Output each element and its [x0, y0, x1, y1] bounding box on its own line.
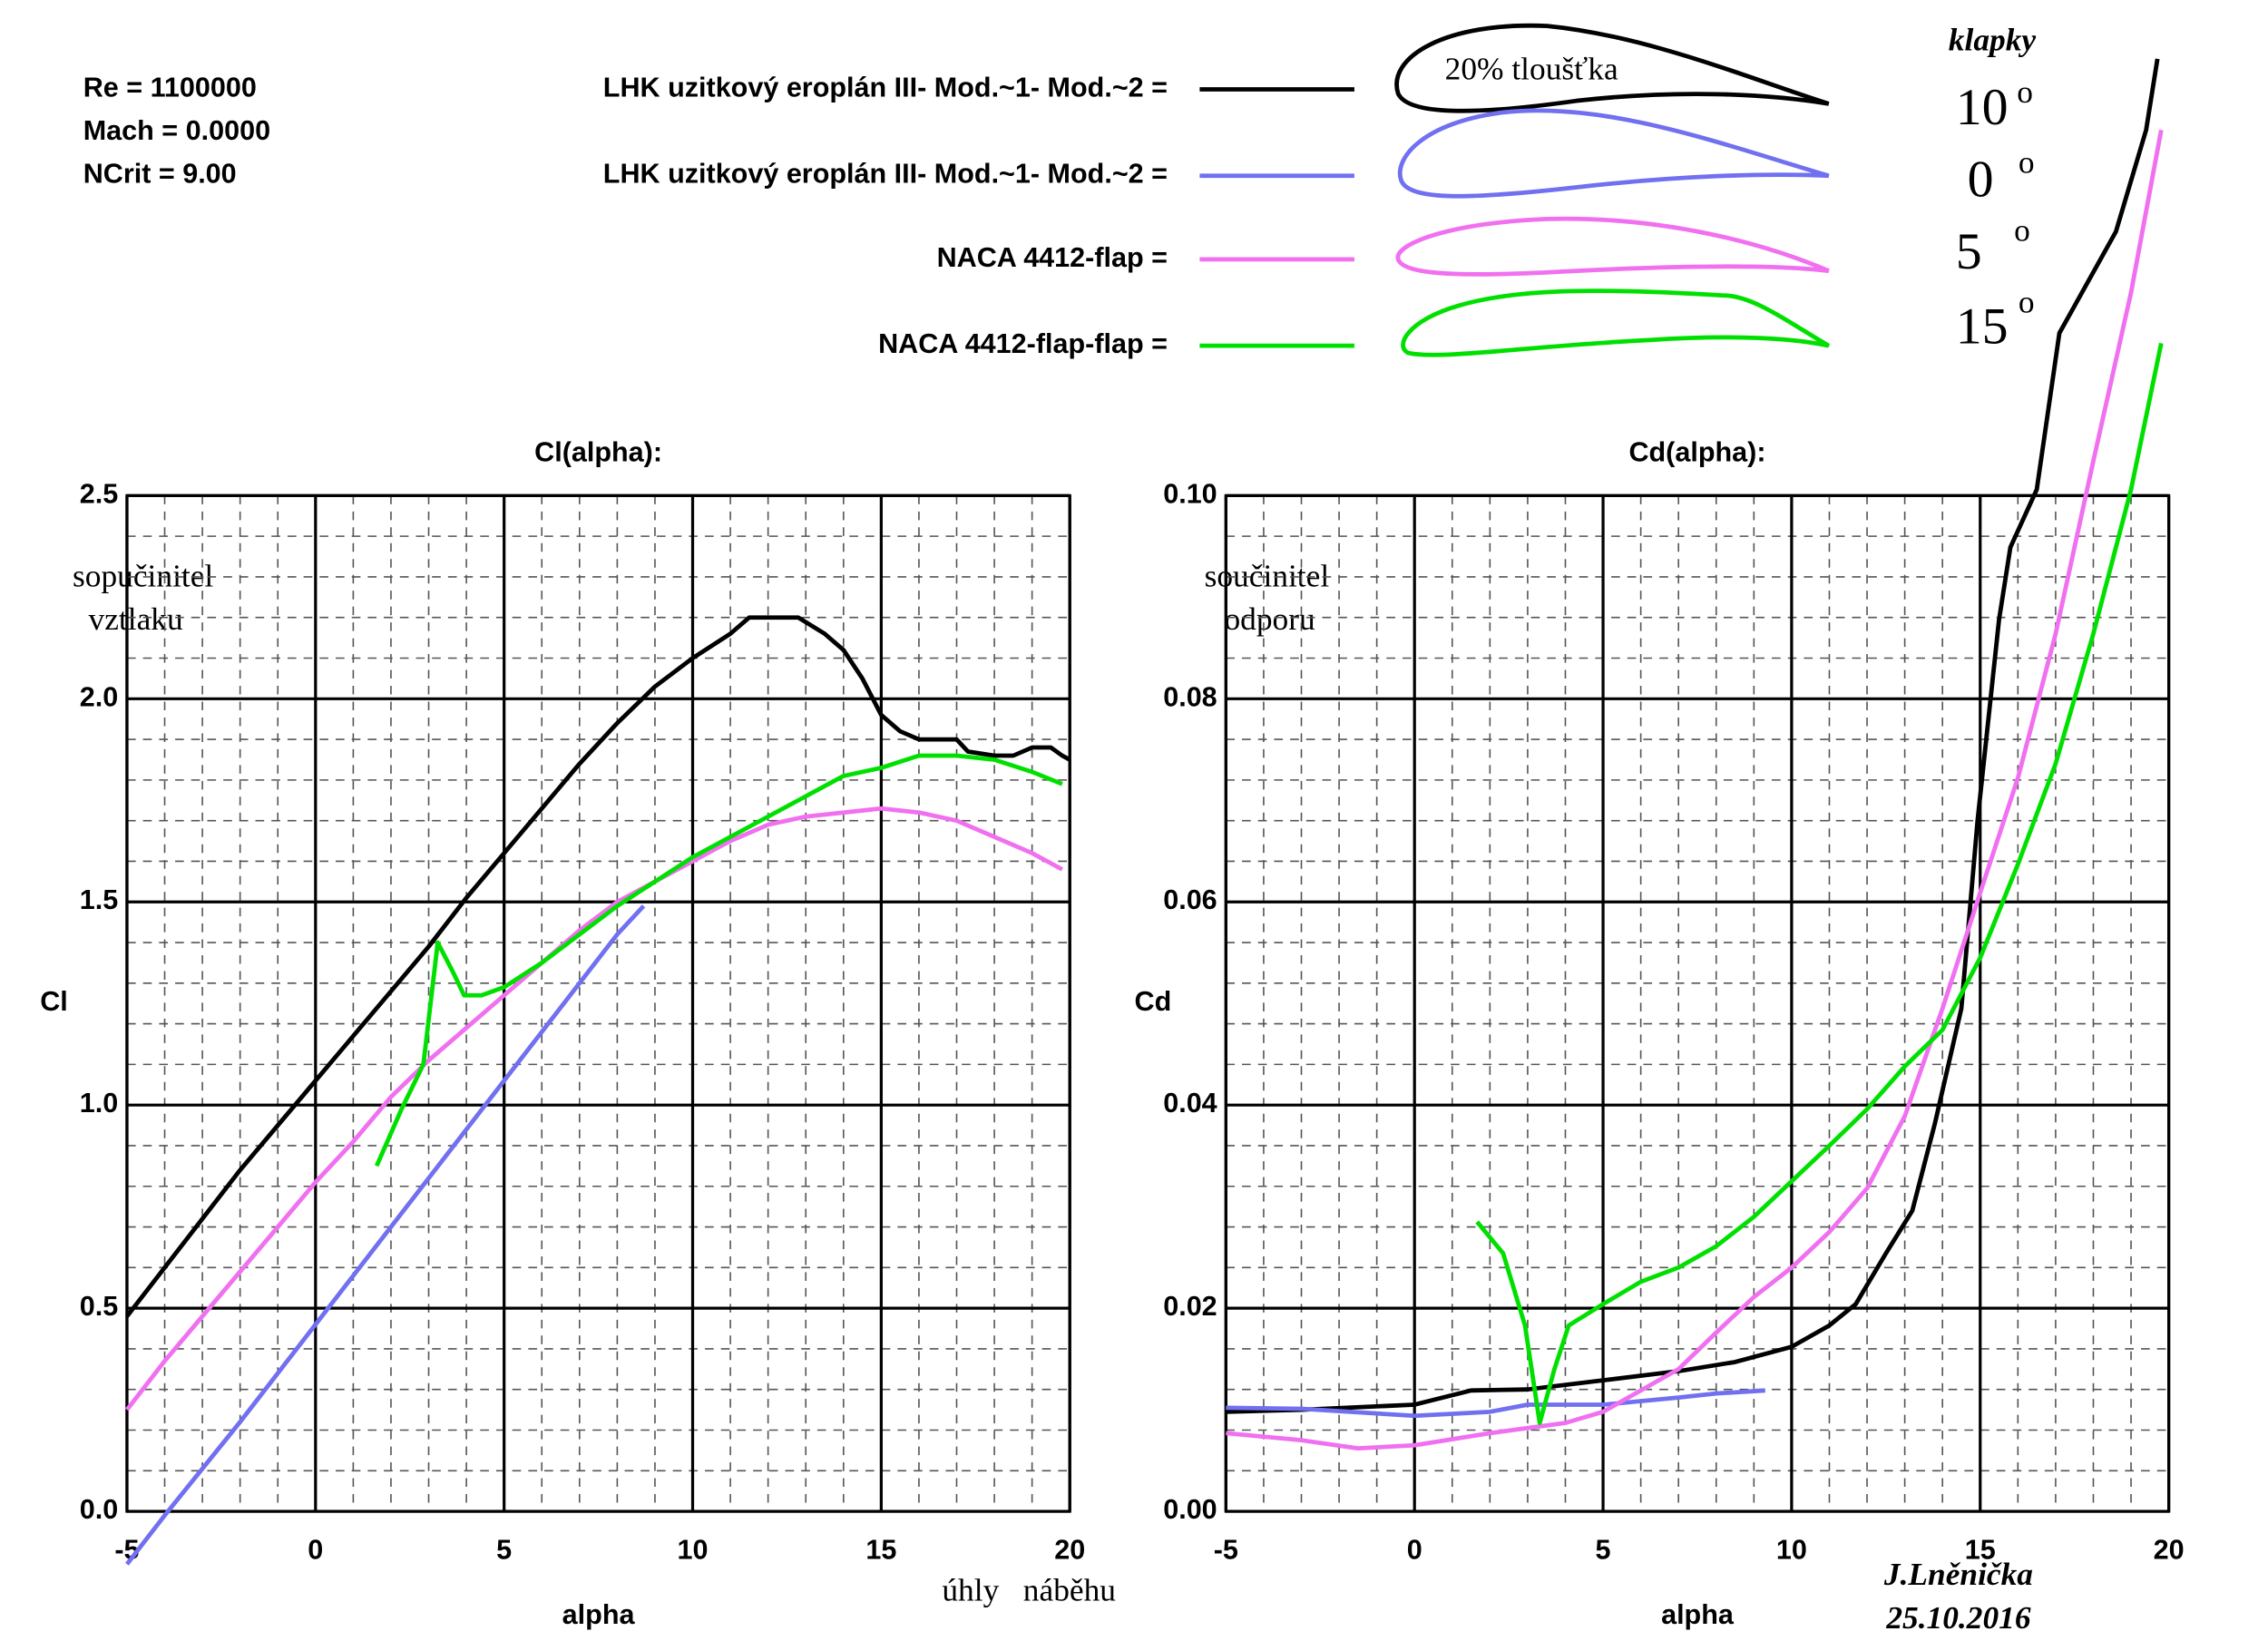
ncrit-label: NCrit = 9.00	[83, 160, 237, 190]
series-line	[1226, 1388, 1765, 1419]
x-axis-label: alpha	[562, 1600, 636, 1630]
series-line	[125, 904, 646, 1566]
degree: o	[2019, 145, 2035, 181]
series-line	[1226, 129, 2164, 1451]
series-line	[125, 615, 1071, 1318]
flap-angle: 15	[1956, 298, 2009, 356]
y-tick-label: 0.04	[1163, 1089, 1217, 1118]
y-tick-label: 0.02	[1163, 1292, 1217, 1322]
author: J.Lněnička	[1883, 1557, 2033, 1592]
cd-note: odporu	[1224, 601, 1315, 637]
re-label: Re = 1100000	[83, 73, 257, 103]
x-axis-label: alpha	[1661, 1600, 1735, 1630]
flaps-title: klapky	[1949, 23, 2037, 58]
y-axis-label: Cl	[40, 987, 68, 1017]
x-tick-label: 20	[1054, 1536, 1085, 1566]
y-axis-label: Cd	[1135, 987, 1172, 1017]
degree: o	[2017, 74, 2033, 110]
y-tick-label: 0.5	[80, 1292, 119, 1322]
y-tick-label: 0.08	[1163, 682, 1217, 712]
y-tick-label: 1.0	[80, 1089, 118, 1118]
thickness-note: 20% tloušťka	[1445, 52, 1618, 87]
series-line	[125, 806, 1064, 1411]
airfoil	[1401, 288, 1831, 357]
degree: o	[2019, 285, 2035, 320]
mach-label: Mach = 0.0000	[83, 116, 270, 146]
airfoils	[1394, 23, 1831, 357]
y-tick-label: 0.0	[80, 1495, 118, 1525]
cd-note: součinitel	[1205, 559, 1330, 594]
x-tick-label: 5	[1596, 1536, 1611, 1566]
flap-angle: 5	[1956, 223, 1982, 280]
airfoil	[1394, 23, 1830, 113]
flap-angle: 0	[1968, 151, 1994, 209]
chart-title: Cd(alpha):	[1628, 437, 1765, 467]
cl-note: sopučinitel	[73, 559, 213, 594]
series-line	[1226, 58, 2160, 1414]
y-tick-label: 0.06	[1163, 885, 1217, 915]
x-tick-label: -5	[1214, 1536, 1238, 1566]
chart-title: Cl(alpha):	[534, 437, 662, 467]
series-line	[374, 753, 1063, 1167]
airfoil	[1395, 216, 1830, 277]
x-tick-label: 0	[1407, 1536, 1422, 1566]
airfoil	[1397, 108, 1830, 199]
legend-label: NACA 4412-flap =	[937, 243, 1168, 273]
degree: o	[2014, 213, 2030, 249]
y-tick-label: 2.0	[80, 682, 118, 712]
x-tick-label: 15	[1965, 1536, 1996, 1566]
legend-label: NACA 4412-flap-flap =	[878, 329, 1168, 359]
y-tick-label: 0.10	[1163, 479, 1217, 509]
legend-label: LHK uzitkový eroplán III- Mod.~1- Mod.~2…	[603, 73, 1168, 103]
plot-frame	[125, 493, 1071, 1513]
series-line	[1475, 342, 2164, 1426]
y-tick-label: 2.5	[80, 479, 119, 509]
date: 25.10.2016	[1885, 1600, 2031, 1636]
legend-label: LHK uzitkový eroplán III- Mod.~1- Mod.~2…	[603, 160, 1168, 190]
x-tick-label: 5	[496, 1536, 512, 1566]
alpha-note: úhly náběhu	[942, 1573, 1116, 1608]
cl-note: vztlaku	[89, 601, 183, 637]
y-tick-label: 0.00	[1163, 1495, 1217, 1525]
x-tick-label: 10	[1776, 1536, 1807, 1566]
x-tick-label: 0	[308, 1536, 323, 1566]
x-tick-label: 15	[865, 1536, 896, 1566]
x-tick-label: 10	[678, 1536, 709, 1566]
x-tick-label: 20	[2154, 1536, 2185, 1566]
y-tick-label: 1.5	[80, 885, 119, 915]
plot-frame	[1224, 493, 2171, 1513]
flap-angle: 10	[1956, 79, 2009, 136]
